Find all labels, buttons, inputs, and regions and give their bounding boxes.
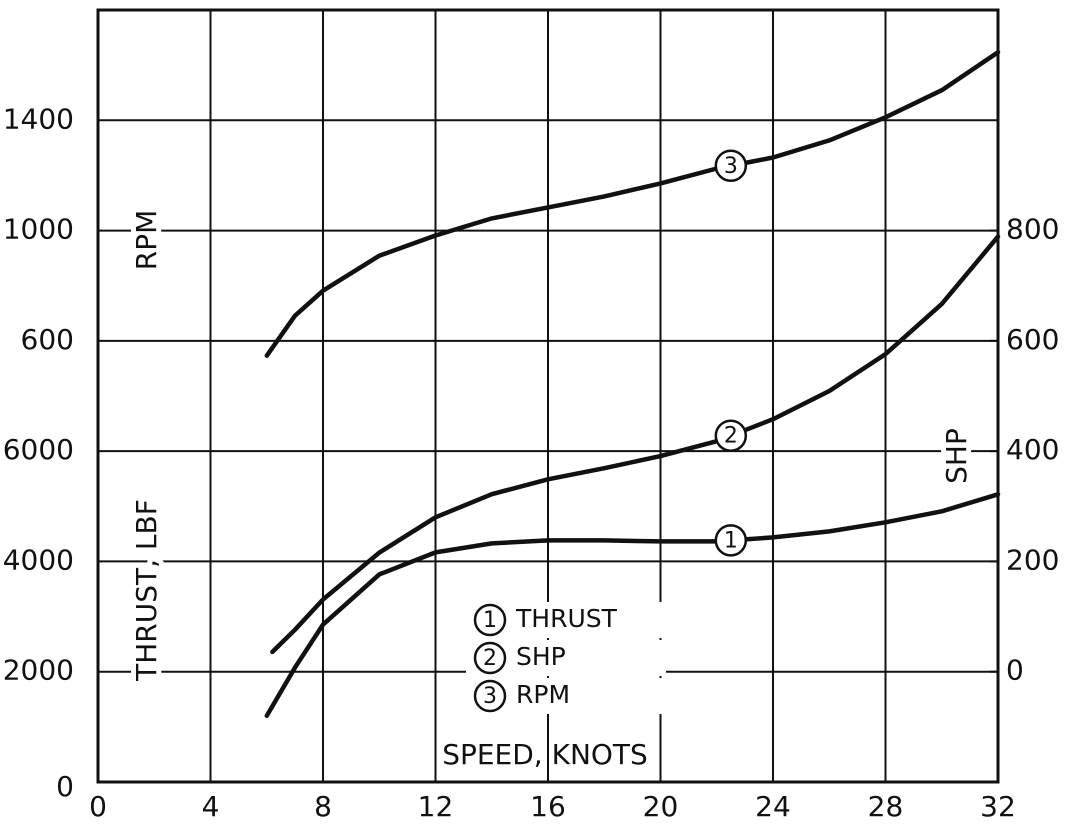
y2-tick-label: 800: [1006, 213, 1059, 246]
y-tick-label: 6000: [3, 433, 74, 466]
curve-marker: 3: [724, 154, 738, 179]
legend-label: SHP: [516, 642, 566, 671]
x-tick-label: 32: [980, 790, 1016, 823]
legend-label: RPM: [516, 680, 570, 709]
legend-marker-circle: [473, 641, 507, 675]
y3-tick-label: 600: [21, 323, 74, 356]
curves: 1 2 3: [264, 49, 1001, 719]
curve-marker-circle: [714, 524, 748, 557]
y-tick-label: 2000: [3, 654, 74, 687]
series-line: [270, 234, 1001, 655]
x-tick-label: 28: [868, 790, 904, 823]
x-tick-label: 12: [418, 790, 454, 823]
y-tick-label: 0: [56, 770, 74, 803]
y2-axis-label: SHP: [940, 428, 973, 484]
labels: 0 4 8 12 16 20 24 28 320200040006000600100014000…: [3, 102, 1060, 823]
legend-marker-circle: [473, 603, 507, 637]
grid: [97, 10, 999, 783]
y2-tick-label: 600: [1006, 323, 1059, 356]
x-tick-label: 4: [202, 790, 220, 823]
x-tick-label: 0: [89, 790, 107, 823]
series-line: [264, 49, 1001, 358]
legend-marker: 2: [483, 646, 497, 671]
y-axis-label: THRUST, LBF: [130, 499, 163, 682]
y3-tick-label: 1000: [3, 213, 74, 246]
series-line: [264, 492, 1001, 719]
y2-tick-label: 200: [1006, 543, 1059, 576]
x-tick-label: 24: [755, 790, 791, 823]
x-tick-label: 16: [530, 790, 566, 823]
curve-marker: 2: [724, 424, 738, 449]
legend-marker: 1: [483, 608, 497, 633]
y3-axis-label: RPM: [130, 210, 163, 271]
legend-marker-circle: [473, 679, 507, 713]
y3-tick-label: 1400: [3, 102, 74, 135]
y2-tick-label: 400: [1006, 433, 1059, 466]
x-tick-label: 20: [643, 790, 679, 823]
x-tick-label: 8: [314, 790, 332, 823]
y2-tick-label: 0: [1006, 654, 1024, 687]
legend-marker: 3: [483, 684, 497, 709]
curve-marker-circle: [714, 419, 748, 452]
legend-label: THRUST: [515, 604, 618, 633]
curve-marker-circle: [714, 149, 748, 183]
x-axis-label: SPEED, KNOTS: [442, 738, 648, 771]
y-tick-label: 4000: [3, 543, 74, 576]
curve-marker: 1: [724, 528, 738, 553]
